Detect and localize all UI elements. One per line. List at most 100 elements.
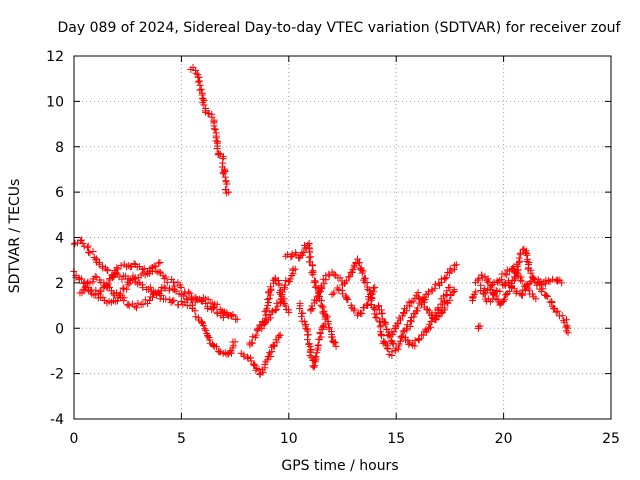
data-point bbox=[84, 248, 92, 256]
data-point bbox=[316, 288, 324, 296]
data-point bbox=[160, 275, 168, 283]
data-point bbox=[378, 310, 386, 318]
data-point bbox=[367, 300, 375, 308]
data-point bbox=[415, 335, 423, 343]
data-point bbox=[375, 302, 383, 310]
data-point bbox=[262, 314, 270, 322]
data-point bbox=[252, 331, 260, 339]
data-point bbox=[330, 270, 338, 278]
data-point bbox=[213, 343, 221, 351]
data-point bbox=[269, 341, 277, 349]
data-point bbox=[558, 312, 566, 320]
data-point bbox=[114, 297, 122, 305]
data-point bbox=[270, 342, 278, 350]
data-point bbox=[330, 339, 338, 347]
x-tick-label: 20 bbox=[495, 431, 513, 447]
data-point bbox=[89, 278, 97, 286]
data-point bbox=[197, 318, 205, 326]
data-point bbox=[549, 275, 557, 283]
data-point bbox=[427, 318, 435, 326]
data-point bbox=[472, 288, 480, 296]
data-point bbox=[152, 263, 160, 271]
data-point bbox=[177, 297, 185, 305]
data-point bbox=[529, 274, 537, 282]
data-series-sdtvar bbox=[70, 63, 572, 378]
data-point bbox=[104, 267, 112, 275]
data-point bbox=[501, 295, 509, 303]
data-point bbox=[162, 295, 170, 303]
data-point bbox=[544, 292, 552, 300]
data-point bbox=[357, 309, 365, 317]
data-point bbox=[82, 284, 90, 292]
data-point bbox=[202, 299, 210, 307]
x-axis-label: GPS time / hours bbox=[281, 458, 398, 474]
data-point bbox=[285, 308, 293, 316]
data-point bbox=[344, 295, 352, 303]
x-tick-label: 5 bbox=[177, 431, 186, 447]
data-point bbox=[539, 285, 547, 293]
data-point bbox=[120, 297, 128, 305]
data-point bbox=[213, 300, 221, 308]
data-point bbox=[442, 274, 450, 282]
y-tick-label: 12 bbox=[46, 49, 64, 65]
data-point bbox=[247, 354, 255, 362]
data-point bbox=[229, 311, 237, 319]
data-point bbox=[355, 259, 363, 267]
data-point bbox=[411, 294, 419, 302]
data-point bbox=[484, 275, 492, 283]
data-point bbox=[441, 304, 449, 312]
data-point bbox=[282, 252, 290, 260]
data-point bbox=[431, 280, 439, 288]
data-point bbox=[518, 290, 526, 298]
data-point bbox=[223, 180, 231, 188]
data-point bbox=[134, 299, 142, 307]
data-point bbox=[233, 315, 241, 323]
data-point bbox=[166, 284, 174, 292]
x-axis-tick-labels: 0 5 10 15 20 25 bbox=[70, 431, 620, 447]
data-point bbox=[113, 289, 121, 297]
data-point bbox=[440, 297, 448, 305]
data-point bbox=[446, 283, 454, 291]
data-point bbox=[83, 244, 91, 252]
data-point bbox=[394, 345, 402, 353]
data-point bbox=[125, 302, 133, 310]
data-point bbox=[552, 308, 560, 316]
data-point bbox=[261, 320, 269, 328]
data-point bbox=[248, 339, 256, 347]
data-point bbox=[542, 291, 550, 299]
data-point bbox=[515, 254, 523, 262]
data-point bbox=[258, 325, 266, 333]
data-point bbox=[311, 277, 319, 285]
data-point bbox=[358, 266, 366, 274]
data-point bbox=[77, 275, 85, 283]
data-point bbox=[532, 295, 540, 303]
data-point bbox=[117, 262, 125, 270]
data-point bbox=[263, 356, 271, 364]
data-point bbox=[227, 312, 235, 320]
data-point bbox=[317, 333, 325, 341]
data-point bbox=[275, 332, 283, 340]
data-point bbox=[346, 273, 354, 281]
y-tick-label: 10 bbox=[46, 94, 64, 110]
data-point bbox=[300, 248, 308, 256]
data-point bbox=[202, 326, 210, 334]
data-point bbox=[132, 304, 140, 312]
data-point bbox=[186, 289, 194, 297]
data-point bbox=[146, 283, 154, 291]
axis-ticks bbox=[73, 55, 612, 420]
data-point bbox=[229, 344, 237, 352]
data-point bbox=[296, 305, 304, 313]
data-point bbox=[162, 273, 170, 281]
data-point bbox=[146, 297, 154, 305]
data-point bbox=[527, 267, 535, 275]
data-point bbox=[303, 336, 311, 344]
data-point bbox=[185, 288, 193, 296]
data-point bbox=[257, 322, 265, 330]
data-point bbox=[264, 298, 272, 306]
x-tick-label: 10 bbox=[280, 431, 298, 447]
data-point bbox=[89, 248, 97, 256]
data-point bbox=[342, 277, 350, 285]
data-point bbox=[390, 328, 398, 336]
data-point bbox=[442, 291, 450, 299]
data-point bbox=[170, 297, 178, 305]
